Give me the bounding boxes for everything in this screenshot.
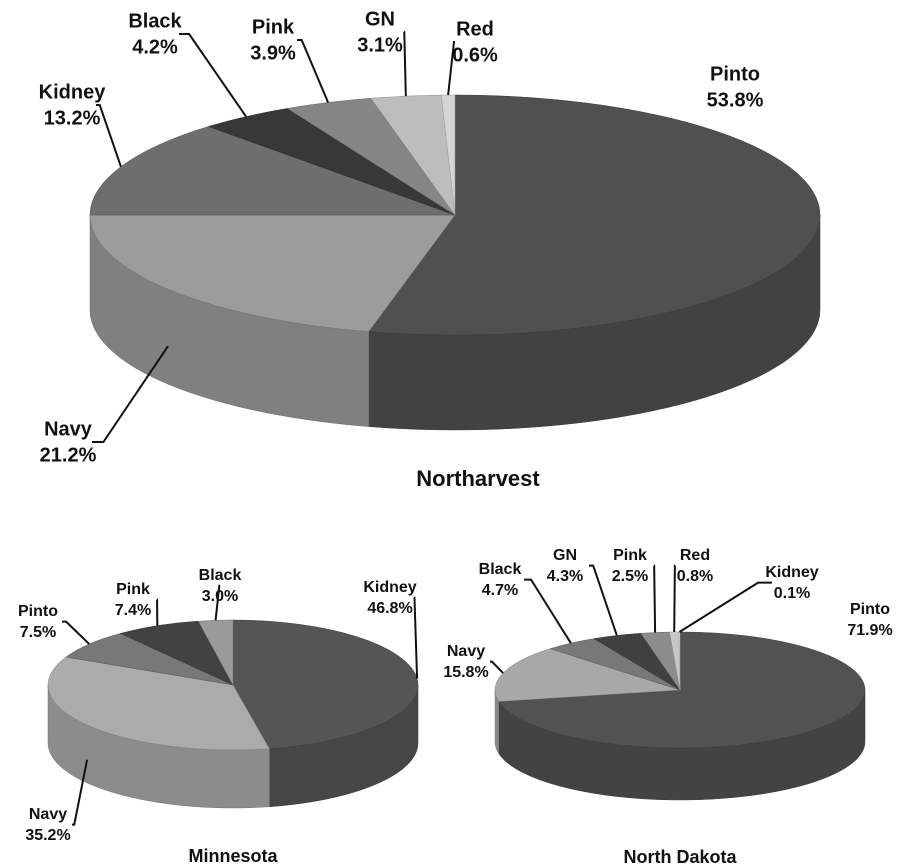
slice-label: Navy — [29, 806, 67, 823]
slice-value: 46.8% — [367, 600, 412, 617]
slice-value: 7.4% — [115, 602, 151, 619]
slice-label: Kidney — [363, 579, 416, 596]
slice-label: Kidney — [39, 81, 107, 103]
slice-value: 4.7% — [482, 582, 518, 599]
leader-line — [524, 578, 572, 644]
leader-line — [447, 41, 455, 96]
slice-label: Pinto — [18, 603, 58, 620]
slice-value: 3.1% — [357, 34, 403, 56]
chart-title: Northarvest — [416, 466, 540, 491]
slice — [89, 214, 456, 332]
slice-value: 3.9% — [250, 42, 296, 64]
slice-value: 15.8% — [443, 664, 488, 681]
slice — [232, 619, 419, 749]
slice-label: Kidney — [765, 564, 818, 581]
slice-label: Navy — [447, 643, 485, 660]
slice — [368, 94, 821, 336]
slice-label: Pink — [252, 16, 295, 38]
leader-line — [62, 620, 90, 645]
slice-label: Pinto — [850, 601, 890, 618]
slice-label: Black — [128, 10, 182, 32]
slice-label: Navy — [44, 418, 93, 440]
slice-value: 21.2% — [40, 444, 97, 466]
slice-value: 35.2% — [25, 827, 70, 844]
leader-line — [72, 759, 89, 826]
slice-value: 13.2% — [44, 107, 101, 129]
leader-line — [214, 584, 221, 621]
leader-line — [653, 564, 657, 633]
leader-line — [589, 564, 618, 636]
leader-line — [92, 345, 169, 443]
chart-title: North Dakota — [623, 847, 737, 867]
slice-label: Red — [456, 18, 494, 40]
leader-line — [413, 596, 419, 679]
slice-label: Red — [680, 547, 710, 564]
slice-value: 71.9% — [847, 622, 892, 639]
slice-value: 4.2% — [132, 36, 178, 58]
leader-line — [96, 104, 122, 167]
slice-value: 53.8% — [707, 89, 764, 111]
leader-line — [673, 564, 676, 633]
slice-value: 2.5% — [612, 568, 648, 585]
leader-line — [678, 581, 772, 633]
leader-line — [179, 33, 247, 118]
slice — [440, 94, 456, 216]
slice — [47, 656, 270, 751]
slice — [197, 619, 234, 686]
slice-label: GN — [365, 8, 395, 30]
slice-label: Black — [479, 561, 522, 578]
slice — [498, 631, 866, 749]
slice-value: 0.6% — [452, 44, 498, 66]
slice-label: GN — [553, 547, 577, 564]
slice — [494, 648, 681, 702]
leader-line — [490, 660, 504, 674]
slice-label: Black — [199, 567, 242, 584]
slice-value: 3.0% — [202, 588, 238, 605]
slice-label: Pink — [613, 547, 647, 564]
slice-value: 7.5% — [20, 624, 56, 641]
slice-value: 4.3% — [547, 568, 583, 585]
slice-value: 0.8% — [677, 568, 713, 585]
slice-label: Pink — [116, 581, 150, 598]
chart-title: Minnesota — [188, 846, 278, 866]
slice-value: 0.1% — [774, 585, 810, 602]
slice-label: Pinto — [710, 63, 760, 85]
leader-line — [403, 31, 407, 97]
leader-line — [297, 39, 330, 103]
